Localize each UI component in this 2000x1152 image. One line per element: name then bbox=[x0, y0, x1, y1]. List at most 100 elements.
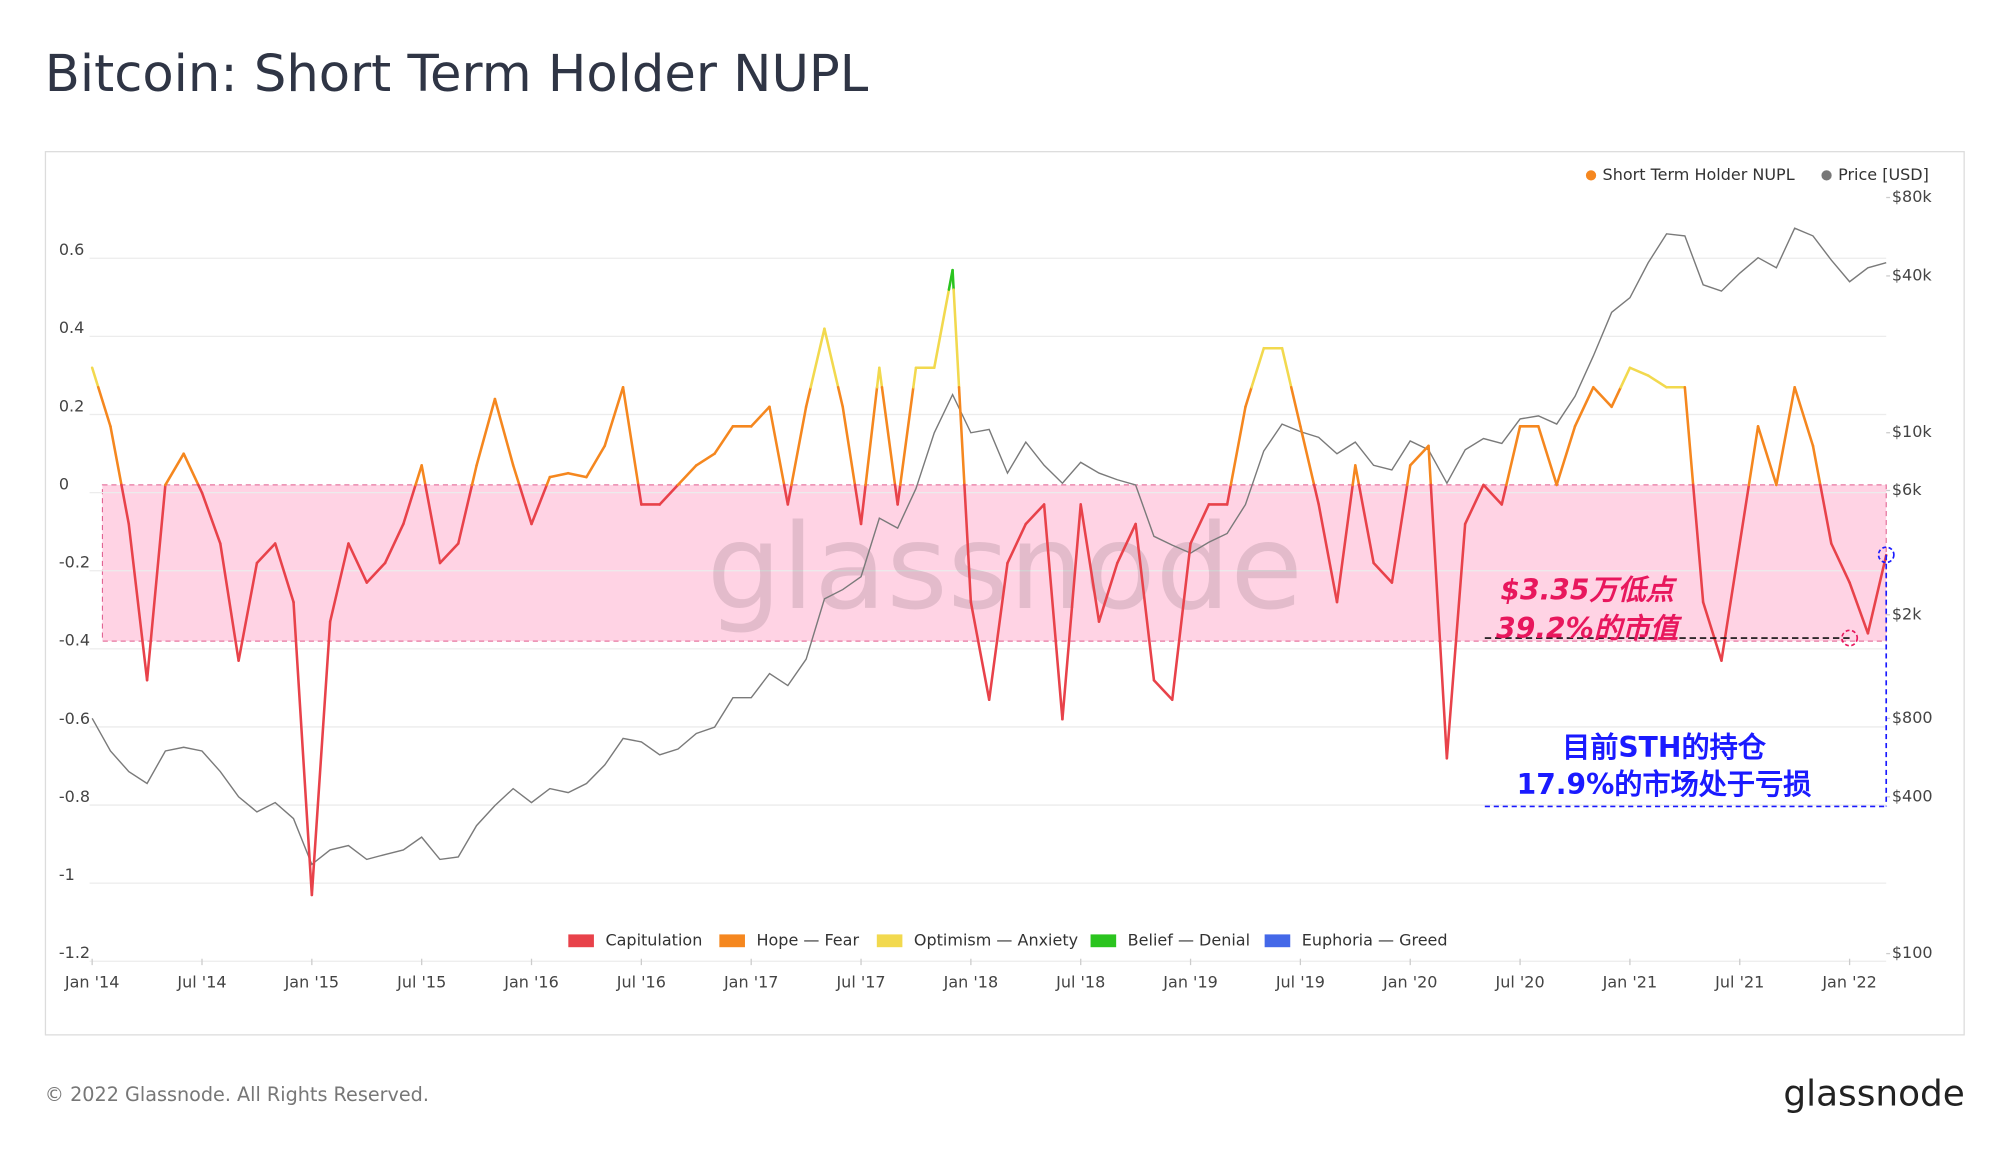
nupl-segment bbox=[420, 464, 427, 487]
nupl-segment bbox=[402, 483, 417, 526]
nupl-segment bbox=[1463, 483, 1485, 526]
nupl-segment bbox=[1170, 542, 1192, 702]
nupl-segment bbox=[786, 483, 793, 506]
nupl-segment bbox=[713, 425, 735, 455]
nupl-segment bbox=[383, 522, 405, 565]
nupl-segment bbox=[853, 483, 863, 526]
nupl-segment bbox=[1747, 425, 1760, 487]
nupl-segment bbox=[898, 386, 915, 487]
nupl-segment bbox=[880, 386, 897, 487]
nupl-segment bbox=[1592, 386, 1613, 409]
legend-label: Short Term Holder NUPL bbox=[1603, 165, 1795, 184]
nupl-segment bbox=[1505, 425, 1522, 487]
nupl-segment bbox=[1738, 483, 1751, 545]
x-tick-label: Jan '22 bbox=[1821, 973, 1877, 992]
nupl-segment bbox=[1229, 405, 1247, 487]
nupl-segment bbox=[987, 561, 1009, 702]
nupl-segment bbox=[1482, 483, 1504, 506]
nupl-segment bbox=[859, 483, 867, 526]
nupl-segment bbox=[1408, 444, 1430, 467]
chart-title: Bitcoin: Short Term Holder NUPL bbox=[45, 44, 869, 104]
nupl-segment bbox=[603, 386, 625, 448]
nupl-segment bbox=[182, 452, 200, 487]
y2-tick-label: $10k bbox=[1892, 422, 1933, 441]
y-tick-label: -0.4 bbox=[59, 631, 90, 650]
x-tick-label: Jul '20 bbox=[1494, 973, 1544, 992]
zone-swatch bbox=[719, 934, 745, 948]
nupl-segment bbox=[145, 483, 167, 682]
current-annotation: 17.9%的市场处于亏损 bbox=[1517, 768, 1812, 801]
nupl-segment bbox=[109, 425, 123, 487]
nupl-segment bbox=[1289, 386, 1302, 428]
nupl-segment bbox=[1225, 483, 1233, 506]
legend-marker bbox=[1585, 170, 1597, 181]
nupl-segment bbox=[1683, 386, 1695, 487]
y2-tick-label: $40k bbox=[1892, 265, 1933, 284]
nupl-segment bbox=[804, 386, 812, 409]
x-tick-label: Jul '19 bbox=[1275, 973, 1325, 992]
nupl-segment bbox=[585, 444, 607, 479]
nupl-segment bbox=[1793, 386, 1815, 448]
nupl-segment bbox=[511, 464, 521, 487]
nupl-segment bbox=[969, 600, 991, 702]
nupl-segment bbox=[823, 327, 840, 389]
nupl-segment bbox=[1500, 483, 1508, 506]
chart-frame bbox=[44, 151, 1965, 1036]
nupl-segment bbox=[1189, 503, 1211, 545]
nupl-segment bbox=[1250, 346, 1266, 389]
nupl-segment bbox=[1317, 503, 1339, 604]
watermark: glassnode bbox=[707, 499, 1303, 636]
current-marker bbox=[1877, 546, 1895, 564]
nupl-segment bbox=[768, 405, 786, 487]
nupl-segment bbox=[1354, 464, 1361, 487]
x-tick-label: Jul '17 bbox=[835, 973, 885, 992]
nupl-segment bbox=[1628, 366, 1650, 377]
y-tick-label: -1.2 bbox=[59, 943, 90, 962]
low-annotation: $3.35万低点 bbox=[1500, 573, 1677, 606]
y-tick-label: -0.6 bbox=[59, 709, 90, 728]
zone-label: Euphoria — Greed bbox=[1302, 930, 1448, 949]
zone-swatch bbox=[1264, 934, 1291, 948]
nupl-segment bbox=[548, 471, 570, 479]
nupl-segment bbox=[658, 483, 680, 506]
y2-tick-label: $100 bbox=[1892, 943, 1933, 962]
nupl-segment bbox=[1335, 483, 1354, 604]
nupl-segment bbox=[1372, 561, 1394, 584]
nupl-segment bbox=[694, 452, 716, 467]
zone-swatch bbox=[876, 934, 903, 948]
price-line bbox=[91, 227, 1887, 866]
nupl-segment bbox=[1619, 366, 1632, 389]
nupl-segment bbox=[621, 386, 640, 487]
nupl-segment bbox=[1152, 678, 1174, 702]
nupl-segment bbox=[530, 483, 549, 526]
nupl-segment bbox=[164, 452, 185, 487]
nupl-segment bbox=[1299, 425, 1316, 487]
low-annotation: 39.2%的市值 bbox=[1496, 612, 1682, 645]
y-tick-label: 0.6 bbox=[59, 240, 84, 259]
logo: glassnode bbox=[1783, 1074, 1964, 1115]
nupl-segment bbox=[1097, 561, 1119, 623]
nupl-segment bbox=[1555, 425, 1577, 487]
y-tick-label: -1 bbox=[59, 865, 75, 884]
nupl-segment bbox=[1079, 503, 1101, 623]
nupl-segment bbox=[347, 542, 369, 584]
nupl-segment bbox=[957, 386, 966, 487]
y2-tick-label: $2k bbox=[1892, 604, 1922, 623]
zone-swatch bbox=[1090, 934, 1117, 948]
nupl-segment bbox=[414, 464, 423, 487]
y2-tick-label: $6k bbox=[1892, 480, 1922, 499]
zone-label: Belief — Denial bbox=[1128, 930, 1250, 949]
plot: -1.2 -1 -0.8 -0.6 -0.4 -0.2 0 0.2 0.4 0.6 $100 $400… bbox=[59, 165, 1933, 992]
low-marker bbox=[1841, 629, 1859, 647]
nupl-segment bbox=[912, 366, 918, 389]
nupl-segment bbox=[952, 288, 961, 389]
x-tick-label: Jan '16 bbox=[503, 973, 559, 992]
nupl-segment bbox=[424, 483, 442, 565]
nupl-segment bbox=[1357, 483, 1375, 565]
nupl-segment bbox=[1537, 425, 1558, 487]
y-tick-label: 0.2 bbox=[59, 396, 84, 415]
nupl-segment bbox=[96, 386, 112, 428]
nupl-segment bbox=[1024, 503, 1046, 526]
nupl-segment bbox=[1006, 522, 1028, 565]
